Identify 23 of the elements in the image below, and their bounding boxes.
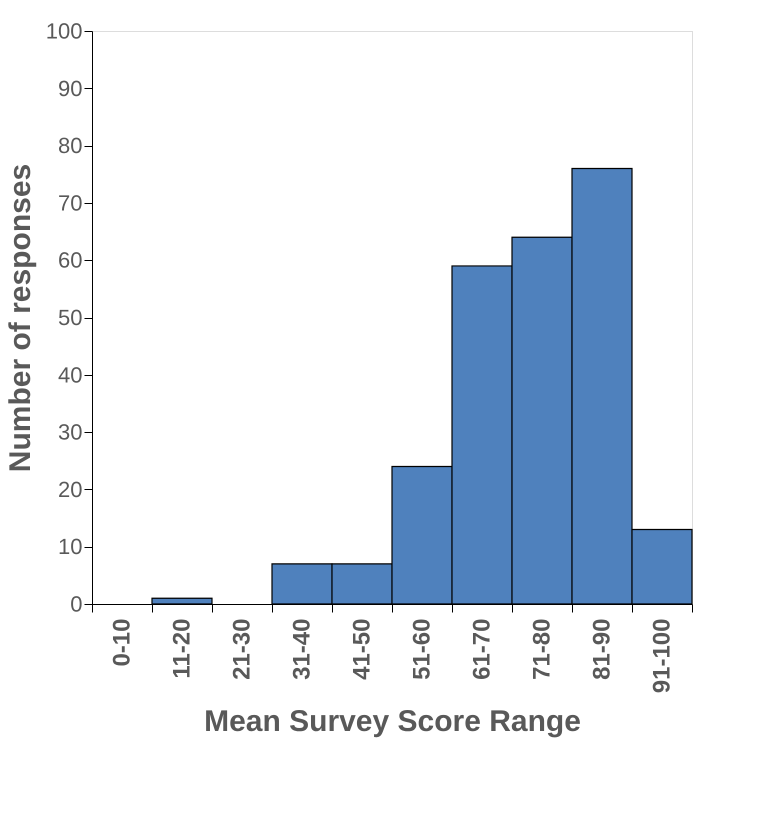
y-axis-title: Number of responses [4, 164, 37, 472]
y-tick-label: 30 [58, 420, 82, 445]
x-tick-label: 51-60 [408, 618, 436, 680]
x-tick-label: 71-80 [528, 618, 556, 680]
y-tick-label: 90 [58, 76, 82, 101]
x-tick-label: 61-70 [468, 618, 496, 680]
y-tick-label: 10 [58, 534, 82, 560]
y-tick-label: 0 [70, 592, 82, 616]
y-tick-label: 40 [58, 362, 82, 388]
x-tick-label: 41-50 [348, 618, 376, 680]
x-tick-label: 11-20 [168, 618, 196, 679]
y-tick-label: 50 [58, 305, 82, 330]
y-tick-label: 80 [58, 133, 82, 158]
y-tick-label: 60 [58, 248, 82, 273]
y-tick-label: 100 [46, 18, 82, 44]
x-tick-label: 0-10 [108, 618, 136, 667]
y-tick-label: 70 [58, 190, 82, 216]
x-tick-label: 31-40 [288, 618, 316, 680]
x-tick-label: 91-100 [648, 618, 676, 694]
x-tick-label: 21-30 [228, 618, 256, 680]
x-axis-title: Mean Survey Score Range [204, 705, 581, 738]
y-tick-label: 20 [58, 476, 82, 502]
x-tick-label: 81-90 [588, 618, 616, 680]
